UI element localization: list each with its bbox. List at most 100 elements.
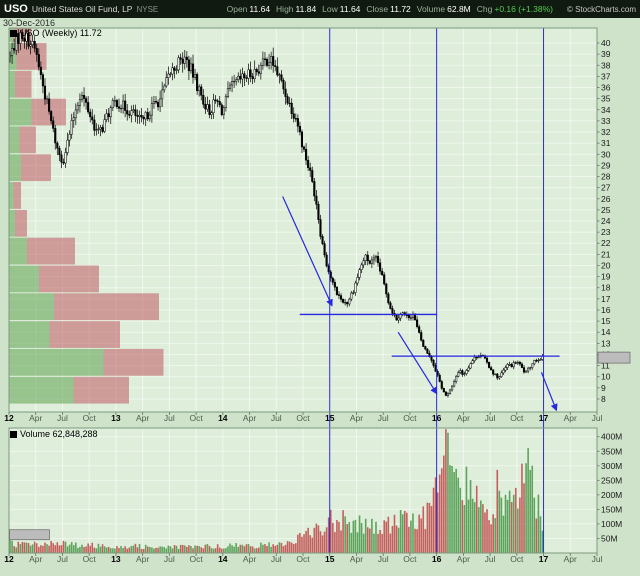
svg-text:Jul: Jul: [57, 413, 68, 423]
svg-text:14: 14: [601, 327, 611, 337]
quote-volume-label: Volume: [416, 4, 446, 14]
volume-by-price-bars: [9, 28, 164, 404]
svg-text:25: 25: [601, 205, 611, 215]
axis-labels: 8910111213141516171819202122232425262728…: [4, 38, 622, 564]
svg-text:Apr: Apr: [136, 554, 149, 564]
svg-text:18: 18: [601, 283, 611, 293]
svg-text:Jul: Jul: [592, 554, 603, 564]
svg-text:13: 13: [111, 554, 121, 564]
last-price-tag: [597, 351, 631, 364]
svg-text:250M: 250M: [601, 475, 622, 485]
copyright: © StockCharts.com: [566, 4, 636, 14]
svg-text:21: 21: [601, 249, 611, 259]
svg-text:Jul: Jul: [164, 554, 175, 564]
svg-text:34: 34: [601, 105, 611, 115]
svg-text:Oct: Oct: [510, 554, 524, 564]
svg-text:Apr: Apr: [564, 413, 577, 423]
svg-text:300M: 300M: [601, 461, 622, 471]
svg-text:23: 23: [601, 227, 611, 237]
svg-text:40: 40: [601, 38, 611, 48]
svg-text:Apr: Apr: [457, 554, 470, 564]
svg-text:35: 35: [601, 94, 611, 104]
quote-low-value: 11.64: [339, 4, 361, 14]
svg-text:37: 37: [601, 71, 611, 81]
svg-text:Jul: Jul: [271, 554, 282, 564]
quote-close-value: 11.72: [390, 4, 411, 14]
svg-text:12: 12: [4, 554, 14, 564]
svg-text:Oct: Oct: [189, 413, 203, 423]
svg-text:Oct: Oct: [189, 554, 203, 564]
svg-text:15: 15: [601, 316, 611, 326]
svg-text:15: 15: [325, 554, 335, 564]
svg-text:Apr: Apr: [29, 413, 42, 423]
quote-summary-bar: Open 11.64 High 11.84 Low 11.64 Close 11.72 Volu…: [227, 4, 636, 14]
exchange-label: NYSE: [136, 5, 159, 14]
quote-close-label: Close: [366, 4, 389, 14]
svg-text:17: 17: [601, 294, 611, 304]
svg-text:32: 32: [601, 127, 611, 137]
volume-legend: Volume 62,848,288: [10, 429, 98, 439]
svg-text:Jul: Jul: [378, 413, 389, 423]
quote-high-value: 11.84: [295, 4, 317, 14]
svg-text:10: 10: [601, 372, 611, 382]
svg-text:Apr: Apr: [243, 554, 256, 564]
svg-text:350M: 350M: [601, 446, 622, 456]
svg-text:8: 8: [601, 394, 606, 404]
svg-text:Apr: Apr: [243, 413, 256, 423]
svg-text:400M: 400M: [601, 432, 622, 442]
volume-bars: [9, 429, 544, 553]
svg-text:28: 28: [601, 172, 611, 182]
svg-text:Jul: Jul: [164, 413, 175, 423]
svg-text:16: 16: [432, 554, 442, 564]
svg-text:200M: 200M: [601, 490, 622, 500]
svg-text:19: 19: [601, 272, 611, 282]
svg-text:Apr: Apr: [350, 413, 363, 423]
quote-chg-label: Chg: [476, 4, 493, 14]
svg-text:11: 11: [601, 361, 610, 371]
svg-text:17: 17: [539, 413, 549, 423]
svg-text:Jul: Jul: [485, 554, 496, 564]
company-name: United States Oil Fund, LP: [31, 4, 133, 14]
svg-text:20: 20: [601, 260, 611, 270]
svg-text:50M: 50M: [601, 533, 618, 543]
chart-date: 30-Dec-2016: [3, 18, 56, 28]
svg-text:Apr: Apr: [564, 554, 577, 564]
instrument-title: USO United States Oil Fund, LP NYSE: [4, 3, 158, 15]
quote-high-label: High: [276, 4, 294, 14]
svg-text:Apr: Apr: [457, 413, 470, 423]
svg-text:Jul: Jul: [57, 554, 68, 564]
price-legend: USO (Weekly) 11.72: [10, 28, 102, 38]
svg-text:Apr: Apr: [350, 554, 363, 564]
svg-text:29: 29: [601, 160, 611, 170]
svg-text:Oct: Oct: [403, 554, 417, 564]
svg-text:13: 13: [601, 338, 611, 348]
candlesticks: [8, 29, 544, 398]
svg-text:Oct: Oct: [403, 413, 417, 423]
price-series-swatch-icon: [10, 29, 17, 37]
quote-summary: Open 11.64 High 11.84 Low 11.64 Close 11.72 Volu…: [227, 4, 559, 14]
quote-chg-value: +0.16 (+1.38%): [494, 4, 553, 14]
quote-volume-value: 62.8M: [447, 4, 471, 14]
svg-text:36: 36: [601, 83, 611, 93]
svg-text:39: 39: [601, 49, 611, 59]
svg-text:22: 22: [601, 238, 611, 248]
svg-text:31: 31: [601, 138, 611, 148]
svg-text:Jul: Jul: [485, 413, 496, 423]
header: USO United States Oil Fund, LP NYSE Open…: [0, 0, 640, 18]
svg-text:16: 16: [601, 305, 611, 315]
svg-text:Jul: Jul: [592, 413, 603, 423]
ticker-symbol: USO: [4, 3, 28, 15]
svg-text:15: 15: [325, 413, 335, 423]
svg-text:Oct: Oct: [83, 413, 97, 423]
quote-open-value: 11.64: [249, 4, 271, 14]
svg-text:14: 14: [218, 554, 228, 564]
price-legend-text: USO (Weekly) 11.72: [20, 28, 102, 38]
svg-text:26: 26: [601, 194, 611, 204]
svg-text:Apr: Apr: [29, 554, 42, 564]
svg-text:Apr: Apr: [136, 413, 149, 423]
svg-text:13: 13: [111, 413, 121, 423]
svg-text:Oct: Oct: [296, 554, 310, 564]
svg-text:33: 33: [601, 116, 611, 126]
